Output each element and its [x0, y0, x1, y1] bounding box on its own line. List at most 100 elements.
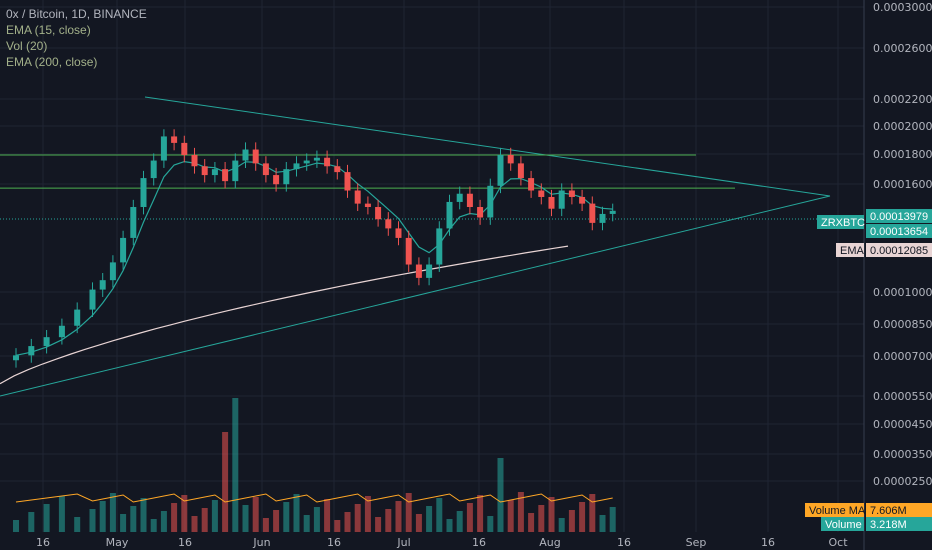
volume-bar — [28, 512, 35, 532]
candle-body — [171, 136, 178, 143]
volume-value-text: 3.218M — [870, 519, 907, 531]
price-tick-label: 0.00002500 — [873, 475, 932, 488]
ema200-label: EMA — [840, 245, 865, 257]
volume-bar — [375, 517, 382, 532]
volume-bar — [140, 498, 147, 532]
ema200-badge: EMA 0.00012085 — [836, 243, 932, 257]
volume-bar — [160, 511, 167, 532]
candle-body — [283, 169, 290, 185]
volume-ma-label: Volume MA — [809, 505, 866, 517]
volume-bar — [415, 514, 422, 532]
time-tick-label: Sep — [686, 536, 707, 549]
volume-bar — [548, 497, 555, 532]
candle-body — [446, 201, 453, 229]
volume-ma-line — [15, 493, 613, 503]
lower-trendline — [0, 195, 831, 397]
chart-legend: 0x / Bitcoin, 1D, BINANCE EMA (15, close… — [6, 6, 147, 70]
candle-body — [181, 142, 188, 155]
candle-body — [303, 160, 310, 164]
volume-bar — [558, 518, 565, 532]
volume-bar — [222, 432, 229, 532]
candle-body — [497, 154, 504, 186]
candle-body — [120, 237, 127, 263]
candle-body — [548, 196, 555, 209]
candle-body — [375, 207, 382, 220]
legend-volume[interactable]: Vol (20) — [6, 39, 48, 53]
candle-body — [334, 166, 341, 173]
volume-bar — [456, 511, 463, 532]
volume-ma-badge: Volume MA 7.606M — [805, 503, 932, 517]
volume-bar — [568, 510, 575, 532]
candle-body — [456, 193, 463, 202]
candle-body — [568, 190, 575, 197]
volume-bar — [528, 513, 535, 532]
candle-body — [43, 337, 50, 347]
candle-body — [609, 210, 616, 214]
volume-bar — [599, 515, 606, 532]
time-tick-label: Oct — [828, 536, 848, 549]
time-tick-label: 16 — [178, 536, 192, 549]
candle-body — [354, 190, 361, 204]
candle-body — [385, 219, 392, 229]
volume-bar — [232, 398, 239, 532]
candle-body — [589, 203, 596, 223]
volume-bar — [171, 503, 178, 532]
candle-body — [364, 203, 371, 208]
volume-bar — [334, 520, 341, 532]
candle-body — [89, 289, 96, 310]
time-tick-label: 16 — [617, 536, 631, 549]
volume-bar — [364, 496, 371, 532]
volume-bar — [109, 493, 116, 532]
candle-body — [528, 178, 535, 191]
volume-bar — [242, 505, 249, 532]
candle-body — [109, 262, 116, 281]
candle-body — [211, 169, 218, 176]
time-axis[interactable]: 16 May 16 Jun 16 Jul 16 Aug 16 Sep 16 Oct — [36, 536, 848, 549]
triangle-pattern — [0, 96, 831, 397]
volume-bar — [497, 458, 504, 532]
volume-bar — [211, 500, 218, 532]
candle-body — [558, 190, 565, 209]
volume-bar — [130, 506, 137, 532]
ema200-value-text: 0.00012085 — [870, 245, 928, 257]
legend-ema200[interactable]: EMA (200, close) — [6, 55, 98, 69]
volume-bar — [446, 519, 453, 532]
volume-label: Volume — [825, 519, 862, 531]
volume-bar — [252, 497, 259, 532]
volume-bar — [436, 498, 443, 532]
volume-bar — [487, 516, 494, 532]
volume-bar — [293, 494, 300, 532]
candle-body — [507, 154, 514, 164]
time-tick-label: 16 — [472, 536, 486, 549]
candle-body — [222, 169, 229, 182]
candle-body — [324, 157, 331, 167]
candle-body — [405, 237, 412, 265]
legend-title[interactable]: 0x / Bitcoin, 1D, BINANCE — [6, 7, 147, 21]
upper-trendline — [144, 96, 831, 197]
candle-body — [130, 207, 137, 238]
volume-bar — [150, 519, 157, 532]
volume-bar — [303, 515, 310, 532]
candle-body — [599, 213, 606, 223]
volume-bar — [283, 502, 290, 532]
symbol-badge: ZRXBTC — [817, 215, 865, 229]
ema15-value-text: 0.00013654 — [870, 226, 928, 238]
candle-body — [99, 280, 106, 290]
current-price-text: 0.00013979 — [870, 211, 928, 223]
time-tick-label: 16 — [327, 536, 341, 549]
volume-bar — [13, 520, 19, 532]
candle-body — [191, 154, 198, 167]
volume-bar — [120, 514, 127, 532]
legend-ema15[interactable]: EMA (15, close) — [6, 23, 91, 37]
candle-body — [140, 178, 147, 208]
volume-bar — [191, 516, 198, 532]
